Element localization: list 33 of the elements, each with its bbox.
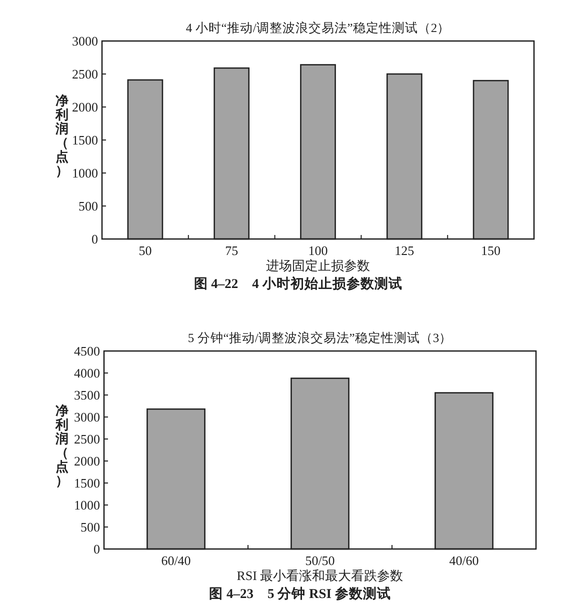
y-tick-label: 500	[78, 198, 98, 214]
y-tick-label: 2500	[74, 432, 100, 446]
y-tick-label: 2000	[74, 454, 100, 468]
y-tick-label: 1000	[72, 166, 98, 180]
x-axis-title: RSI 最小看涨和最大看跌参数	[236, 568, 404, 583]
x-tick-label: 50	[138, 243, 152, 258]
y-tick-label: 4000	[74, 366, 100, 380]
y-tick-label: 0	[94, 542, 100, 556]
x-tick-label: 40/60	[449, 553, 479, 568]
y-tick-label: 3000	[72, 34, 98, 48]
x-tick-label: 125	[394, 243, 414, 258]
y-tick-label: 1000	[74, 498, 100, 512]
x-tick-label: 75	[225, 243, 238, 258]
caption: 图 4–22 4 小时初始止损参数测试	[194, 275, 402, 291]
y-tick-label: 0	[92, 232, 98, 246]
x-tick-label: 150	[481, 243, 501, 258]
chart-title: 5 分钟“推动/调整波浪交易法”稳定性测试（3）	[188, 330, 452, 345]
x-axis-title: 进场固定止损参数	[266, 258, 370, 273]
caption: 图 4–23 5 分钟 RSI 参数测试	[209, 585, 391, 601]
chart-title: 4 小时“推动/调整波浪交易法”稳定性测试（2）	[186, 20, 450, 35]
y-tick-label: 2000	[72, 100, 98, 114]
y-tick-label: 500	[80, 520, 100, 534]
x-tick-label: 100	[308, 243, 328, 258]
x-tick-label: 60/40	[161, 553, 191, 568]
y-tick-label: 2500	[72, 66, 98, 82]
y-tick-label: 1500	[72, 132, 98, 148]
y-tick-label: 4500	[74, 344, 100, 358]
y-axis-title: 净利润（点）	[54, 403, 68, 488]
y-tick-label: 3500	[74, 388, 100, 402]
y-axis-title: 净利润（点）	[54, 93, 68, 178]
x-tick-label: 50/50	[305, 553, 335, 568]
y-tick-label: 1500	[74, 476, 100, 490]
y-tick-label: 3000	[74, 410, 100, 424]
